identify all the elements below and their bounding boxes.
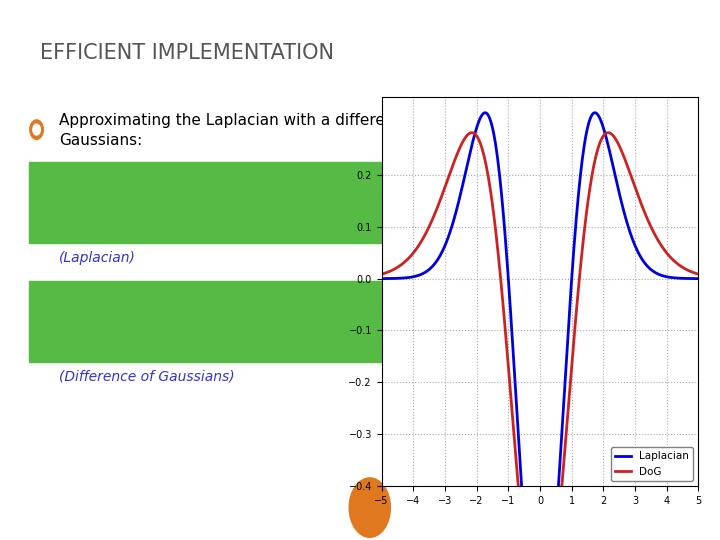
DoG (567, 366, 576, 373)
Line: Laplacian: Laplacian (382, 113, 698, 540)
DoG (638, 204, 647, 211)
Circle shape (33, 124, 40, 135)
Text: (Difference of Gaussians): (Difference of Gaussians) (59, 370, 235, 384)
Legend: Laplacian, DoG: Laplacian, DoG (611, 447, 693, 481)
FancyBboxPatch shape (29, 162, 381, 243)
Laplacian (638, 256, 647, 263)
Text: $L = \sigma^2 \left(G_{xx}(x,y,\sigma) + G_{yy}(x,y,\sigma)\right)$: $L = \sigma^2 \left(G_{xx}(x,y,\sigma) +… (87, 191, 323, 214)
Text: EFFICIENT IMPLEMENTATION: EFFICIENT IMPLEMENTATION (40, 43, 334, 63)
Laplacian (694, 275, 703, 282)
Text: $DoG = G(x,y,k\sigma) - G(x,y,\sigma)$: $DoG = G(x,y,k\sigma) - G(x,y,\sigma)$ (98, 312, 312, 331)
DoG (688, 269, 696, 275)
DoG (694, 271, 703, 278)
FancyBboxPatch shape (29, 281, 381, 362)
Text: Approximating the Laplacian with a difference of
Gaussians:: Approximating the Laplacian with a diffe… (59, 113, 432, 148)
Circle shape (349, 478, 390, 537)
Laplacian (567, 288, 575, 295)
Laplacian (688, 275, 696, 282)
Line: DoG: DoG (382, 133, 698, 540)
DoG (467, 130, 476, 136)
DoG (377, 271, 386, 278)
Circle shape (30, 120, 43, 139)
Laplacian (590, 110, 599, 116)
Text: (Laplacian): (Laplacian) (59, 251, 136, 265)
Laplacian (377, 275, 386, 282)
